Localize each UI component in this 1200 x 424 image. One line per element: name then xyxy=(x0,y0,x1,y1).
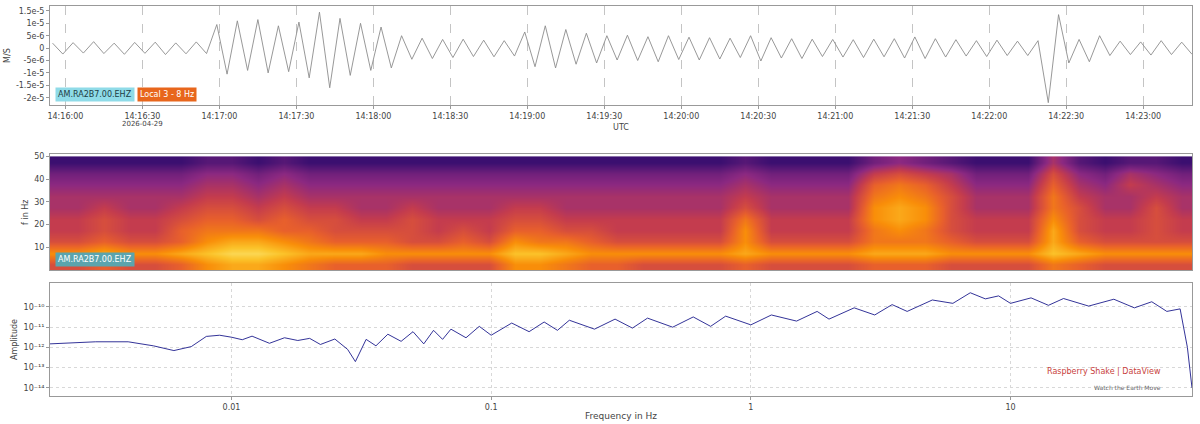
svg-text:1.5e-5: 1.5e-5 xyxy=(19,7,45,16)
svg-text:14:18:00: 14:18:00 xyxy=(355,112,391,121)
svg-text:10: 10 xyxy=(34,243,44,252)
svg-text:14:18:30: 14:18:30 xyxy=(432,112,468,121)
svg-text:14:20:30: 14:20:30 xyxy=(740,112,776,121)
svg-text:-5e-6: -5e-6 xyxy=(24,56,45,65)
svg-text:-2e-5: -2e-5 xyxy=(24,94,45,103)
svg-text:f in Hz: f in Hz xyxy=(21,199,30,224)
svg-text:M/S: M/S xyxy=(3,48,12,63)
svg-text:20: 20 xyxy=(34,220,44,229)
svg-text:-1e-5: -1e-5 xyxy=(24,69,45,78)
svg-text:14:21:30: 14:21:30 xyxy=(894,112,930,121)
svg-text:1e-5: 1e-5 xyxy=(26,19,44,28)
svg-text:-1.5e-5: -1.5e-5 xyxy=(16,81,45,90)
svg-text:1: 1 xyxy=(748,403,753,412)
svg-text:14:19:30: 14:19:30 xyxy=(586,112,622,121)
svg-text:14:21:00: 14:21:00 xyxy=(817,112,853,121)
svg-text:UTC: UTC xyxy=(613,123,629,132)
svg-text:10⁻¹¹: 10⁻¹¹ xyxy=(24,323,45,332)
svg-text:10: 10 xyxy=(1005,403,1015,412)
svg-text:2026-04-29: 2026-04-29 xyxy=(122,120,163,128)
svg-text:10⁻¹⁴: 10⁻¹⁴ xyxy=(24,384,45,393)
svg-text:Raspberry Shake | DataView: Raspberry Shake | DataView xyxy=(1047,367,1161,376)
svg-text:10⁻¹³: 10⁻¹³ xyxy=(24,363,45,372)
svg-text:14:16:30: 14:16:30 xyxy=(124,112,160,121)
svg-text:0.1: 0.1 xyxy=(485,403,498,412)
svg-text:14:22:00: 14:22:00 xyxy=(971,112,1007,121)
svg-text:AM.RA2B7.00.EHZ: AM.RA2B7.00.EHZ xyxy=(58,90,132,99)
svg-text:AM.RA2B7.00.EHZ: AM.RA2B7.00.EHZ xyxy=(58,255,132,264)
svg-text:50: 50 xyxy=(34,152,44,161)
svg-text:Amplitude: Amplitude xyxy=(10,319,19,360)
svg-text:14:23:00: 14:23:00 xyxy=(1125,112,1161,121)
svg-text:5e-6: 5e-6 xyxy=(26,32,44,41)
svg-text:30: 30 xyxy=(34,198,44,207)
svg-text:14:22:30: 14:22:30 xyxy=(1048,112,1084,121)
svg-text:Frequency in Hz: Frequency in Hz xyxy=(585,411,657,421)
svg-text:40: 40 xyxy=(34,175,44,184)
svg-text:14:19:00: 14:19:00 xyxy=(509,112,545,121)
svg-text:10⁻¹⁰: 10⁻¹⁰ xyxy=(24,303,45,312)
svg-text:0: 0 xyxy=(39,44,44,53)
svg-text:0.01: 0.01 xyxy=(223,403,241,412)
svg-text:Local 3 - 8 Hz: Local 3 - 8 Hz xyxy=(140,90,194,99)
svg-text:10⁻¹²: 10⁻¹² xyxy=(24,343,45,352)
svg-text:14:20:00: 14:20:00 xyxy=(663,112,699,121)
svg-text:14:17:30: 14:17:30 xyxy=(278,112,314,121)
svg-text:14:17:00: 14:17:00 xyxy=(201,112,237,121)
svg-text:14:16:00: 14:16:00 xyxy=(47,112,83,121)
svg-text:Watch the Earth Move: Watch the Earth Move xyxy=(1094,384,1161,391)
